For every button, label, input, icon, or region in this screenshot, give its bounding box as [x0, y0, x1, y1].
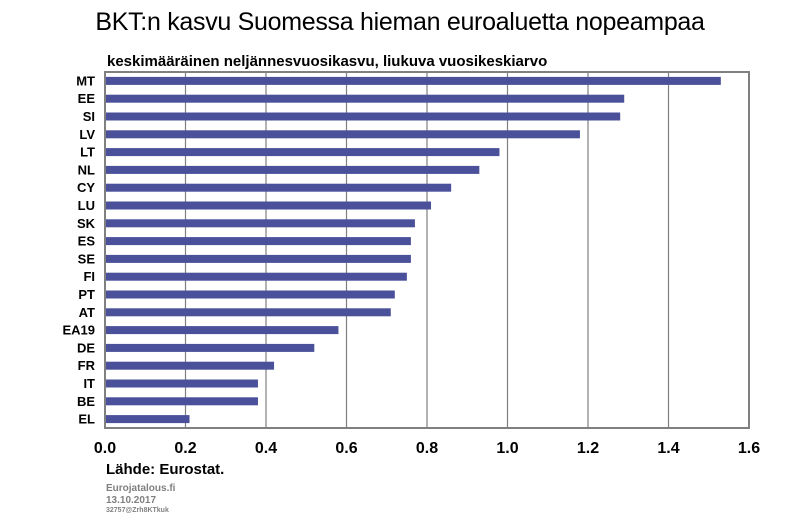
category-label: MT — [76, 73, 95, 88]
gridlines — [184, 72, 670, 428]
bar-es — [106, 237, 411, 246]
category-label: EE — [78, 91, 96, 106]
category-label: LT — [80, 145, 95, 160]
bar-be — [106, 397, 258, 406]
bar-lv — [106, 130, 580, 139]
category-label: IT — [83, 376, 95, 391]
x-tick-label: 1.4 — [657, 440, 679, 457]
x-tick-label: 1.6 — [738, 440, 760, 457]
bar-lt — [106, 148, 500, 157]
bars — [106, 76, 721, 424]
bar-it — [106, 379, 258, 388]
source-note: Lähde: Eurostat. — [106, 461, 225, 478]
category-label: EL — [78, 412, 95, 427]
footer-code: 32757@Zrh8KTkuk — [106, 507, 169, 514]
category-label: SI — [83, 109, 95, 124]
bar-nl — [106, 165, 480, 174]
bar-si — [106, 112, 621, 121]
category-label: SK — [77, 216, 96, 231]
category-label: FR — [78, 358, 96, 373]
chart-subtitle: keskimääräinen neljännesvuosikasvu, liuk… — [107, 53, 548, 70]
x-tick-label: 0.6 — [335, 440, 357, 457]
x-tick-label: 0.4 — [255, 440, 277, 457]
bar-sk — [106, 219, 415, 228]
bar-at — [106, 308, 391, 317]
bar-fr — [106, 361, 275, 370]
category-label: FI — [83, 269, 95, 284]
category-label: AT — [79, 305, 95, 320]
category-label: LV — [79, 127, 95, 142]
footer-site: Eurojatalous.fi — [106, 483, 176, 494]
bar-cy — [106, 183, 452, 192]
bar-de — [106, 343, 315, 352]
x-tick-labels: 0.0 0.2 0.4 0.6 0.8 1.0 1.2 1.4 1.6 — [94, 440, 760, 457]
x-tick-label: 0.2 — [174, 440, 196, 457]
bar-se — [106, 254, 411, 263]
bar-el — [106, 415, 190, 424]
category-label: ES — [78, 234, 96, 249]
bar-ee — [106, 94, 625, 103]
bar-ea19 — [106, 326, 339, 335]
plot-frame — [104, 71, 750, 429]
category-label: DE — [77, 340, 95, 355]
category-labels: MT EE SI LV LT NL CY LU SK ES SE FI PT AT EA19 DE FR IT BE… — [62, 73, 95, 426]
category-label: CY — [77, 180, 95, 195]
footer-date: 13.10.2017 — [106, 495, 157, 506]
bar-mt — [106, 76, 721, 85]
category-label: BE — [77, 394, 95, 409]
bar-lu — [106, 201, 432, 210]
bar-fi — [106, 272, 407, 281]
x-tick-label: 0.0 — [94, 440, 116, 457]
x-tick-label: 0.8 — [416, 440, 438, 457]
category-label: PT — [78, 287, 95, 302]
category-label: LU — [78, 198, 95, 213]
x-tick-label: 1.0 — [496, 440, 518, 457]
x-tick-label: 1.2 — [577, 440, 599, 457]
category-label: EA19 — [62, 323, 95, 338]
chart-title: BKT:n kasvu Suomessa hieman euroaluetta … — [95, 8, 705, 36]
bar-pt — [106, 290, 395, 299]
category-label: SE — [78, 251, 96, 266]
category-label: NL — [78, 162, 95, 177]
